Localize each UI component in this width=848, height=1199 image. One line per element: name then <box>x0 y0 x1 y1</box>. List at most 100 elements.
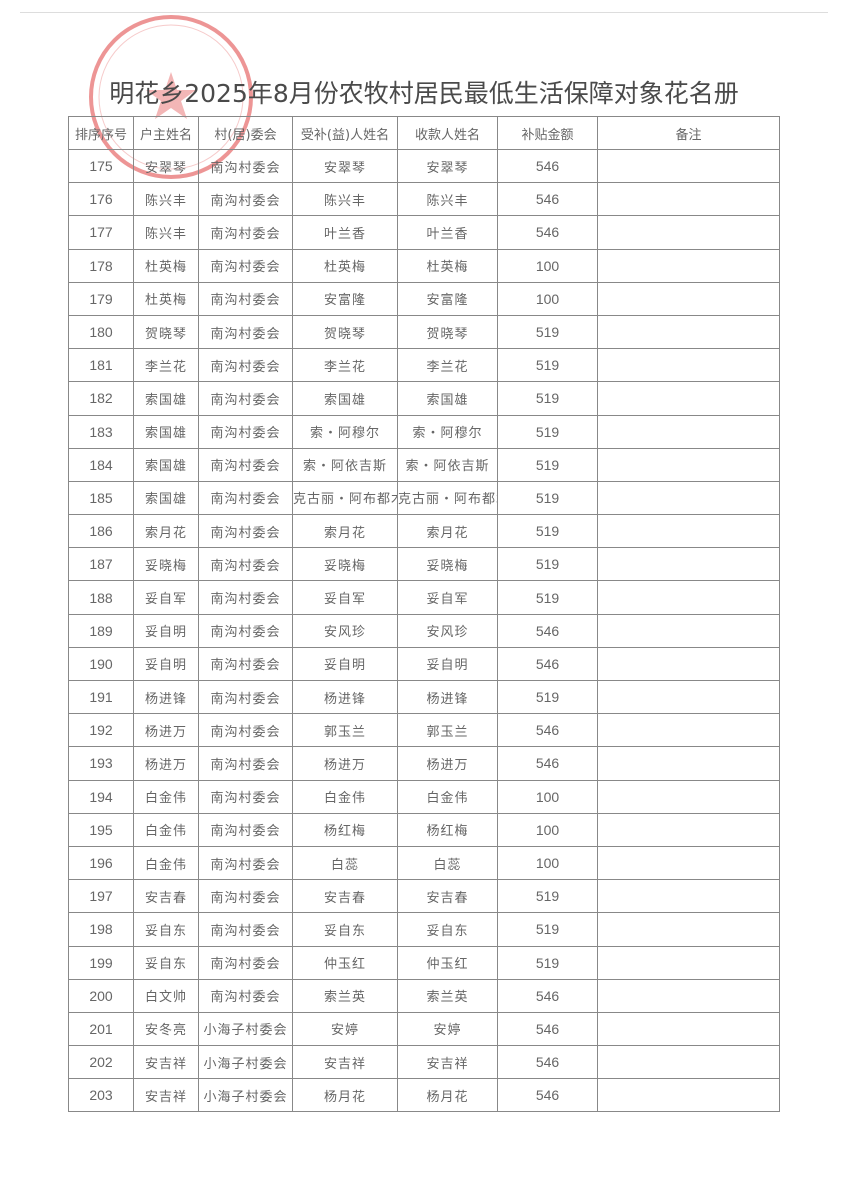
remarks-cell <box>597 148 780 184</box>
table-row: 190 妥自明 南沟村委会 妥自明 妥自明 546 <box>68 646 780 682</box>
remarks-cell <box>597 1011 780 1047</box>
seq-cell: 189 <box>68 613 134 648</box>
household-head-cell: 白金伟 <box>133 779 199 814</box>
seq-cell: 184 <box>68 447 134 482</box>
table-header-row: 排序序号 户主姓名 村(居)委会 受补(益)人姓名 收款人姓名 补贴金额 备注 <box>68 116 780 150</box>
household-head-cell: 安翠琴 <box>133 148 199 184</box>
subsidy-amount-cell: 519 <box>497 945 598 980</box>
table-row: 177 陈兴丰 南沟村委会 叶兰香 叶兰香 546 <box>68 215 780 250</box>
table-row: 183 索国雄 南沟村委会 索・阿穆尔 索・阿穆尔 519 <box>68 414 780 449</box>
household-head-cell: 陈兴丰 <box>133 215 199 250</box>
remarks-cell <box>597 912 780 947</box>
payee-cell: 安吉春 <box>397 879 498 914</box>
household-head-cell: 安吉春 <box>133 879 199 914</box>
household-head-cell: 安吉祥 <box>133 1078 199 1113</box>
header-beneficiary: 受补(益)人姓名 <box>292 116 398 150</box>
seq-cell: 181 <box>68 348 134 383</box>
beneficiary-cell: 安翠琴 <box>292 148 398 184</box>
remarks-cell <box>597 1078 780 1113</box>
beneficiary-cell: 索月花 <box>292 514 398 549</box>
table-row: 186 索月花 南沟村委会 索月花 索月花 519 <box>68 514 780 549</box>
seq-cell: 201 <box>68 1011 134 1047</box>
household-head-cell: 索国雄 <box>133 480 199 516</box>
seq-cell: 198 <box>68 912 134 947</box>
table-row: 201 安冬亮 小海子村委会 安婷 安婷 546 <box>68 1011 780 1047</box>
remarks-cell <box>597 414 780 449</box>
header-seq: 排序序号 <box>68 116 134 150</box>
payee-cell: 安吉祥 <box>397 1045 498 1080</box>
payee-cell: 安婷 <box>397 1011 498 1047</box>
subsidy-amount-cell: 100 <box>497 281 598 316</box>
household-head-cell: 安吉祥 <box>133 1045 199 1080</box>
household-head-cell: 妥自明 <box>133 646 199 682</box>
remarks-cell <box>597 480 780 516</box>
table-row: 175 安翠琴 南沟村委会 安翠琴 安翠琴 546 <box>68 148 780 184</box>
subsidy-amount-cell: 100 <box>497 812 598 847</box>
payee-cell: 安翠琴 <box>397 148 498 184</box>
beneficiary-cell: 妥自军 <box>292 580 398 615</box>
village-committee-cell: 南沟村委会 <box>198 978 293 1013</box>
payee-cell: 索・阿依吉斯 <box>397 447 498 482</box>
village-committee-cell: 南沟村委会 <box>198 281 293 316</box>
remarks-cell <box>597 281 780 316</box>
subsidy-amount-cell: 546 <box>497 746 598 781</box>
table-row: 198 妥自东 南沟村委会 妥自东 妥自东 519 <box>68 912 780 947</box>
beneficiary-cell: 杜英梅 <box>292 248 398 283</box>
payee-cell: 妥自军 <box>397 580 498 615</box>
subsidy-amount-cell: 519 <box>497 381 598 416</box>
payee-cell: 仲玉红 <box>397 945 498 980</box>
payee-cell: 安风珍 <box>397 613 498 648</box>
payee-cell: 白金伟 <box>397 779 498 814</box>
subsidy-amount-cell: 519 <box>497 414 598 449</box>
subsidy-amount-cell: 519 <box>497 348 598 383</box>
remarks-cell <box>597 1045 780 1080</box>
village-committee-cell: 南沟村委会 <box>198 447 293 482</box>
beneficiary-cell: 安富隆 <box>292 281 398 316</box>
beneficiary-cell: 安吉祥 <box>292 1045 398 1080</box>
seq-cell: 188 <box>68 580 134 615</box>
seq-cell: 178 <box>68 248 134 283</box>
table-row: 178 杜英梅 南沟村委会 杜英梅 杜英梅 100 <box>68 248 780 283</box>
village-committee-cell: 南沟村委会 <box>198 414 293 449</box>
subsidy-amount-cell: 519 <box>497 547 598 582</box>
payee-cell: 杜英梅 <box>397 248 498 283</box>
remarks-cell <box>597 945 780 980</box>
household-head-cell: 杜英梅 <box>133 248 199 283</box>
beneficiary-cell: 贺晓琴 <box>292 314 398 350</box>
village-committee-cell: 南沟村委会 <box>198 845 293 881</box>
household-head-cell: 索国雄 <box>133 381 199 416</box>
household-head-cell: 白金伟 <box>133 812 199 847</box>
beneficiary-cell: 安吉春 <box>292 879 398 914</box>
village-committee-cell: 南沟村委会 <box>198 945 293 980</box>
table-row: 195 白金伟 南沟村委会 杨红梅 杨红梅 100 <box>68 812 780 847</box>
household-head-cell: 杨进锋 <box>133 679 199 715</box>
payee-cell: 郭玉兰 <box>397 713 498 748</box>
village-committee-cell: 南沟村委会 <box>198 547 293 582</box>
subsidy-amount-cell: 100 <box>497 248 598 283</box>
beneficiary-cell: 索国雄 <box>292 381 398 416</box>
seq-cell: 203 <box>68 1078 134 1113</box>
remarks-cell <box>597 348 780 383</box>
seq-cell: 180 <box>68 314 134 350</box>
subsidy-amount-cell: 546 <box>497 148 598 184</box>
table-row: 179 杜英梅 南沟村委会 安富隆 安富隆 100 <box>68 281 780 316</box>
village-committee-cell: 南沟村委会 <box>198 148 293 184</box>
remarks-cell <box>597 381 780 416</box>
payee-cell: 杨进万 <box>397 746 498 781</box>
household-head-cell: 妥晓梅 <box>133 547 199 582</box>
header-subsidy-amount: 补贴金额 <box>497 116 598 150</box>
table-row: 199 妥自东 南沟村委会 仲玉红 仲玉红 519 <box>68 945 780 980</box>
village-committee-cell: 南沟村委会 <box>198 879 293 914</box>
remarks-cell <box>597 613 780 648</box>
household-head-cell: 贺晓琴 <box>133 314 199 350</box>
table-row: 187 妥晓梅 南沟村委会 妥晓梅 妥晓梅 519 <box>68 547 780 582</box>
payee-cell: 妥自明 <box>397 646 498 682</box>
seq-cell: 185 <box>68 480 134 516</box>
remarks-cell <box>597 580 780 615</box>
table-row: 181 李兰花 南沟村委会 李兰花 李兰花 519 <box>68 348 780 383</box>
payee-cell: 叶兰香 <box>397 215 498 250</box>
seq-cell: 175 <box>68 148 134 184</box>
village-committee-cell: 南沟村委会 <box>198 779 293 814</box>
beneficiary-cell: 索・阿穆尔 <box>292 414 398 449</box>
subsidy-amount-cell: 546 <box>497 1045 598 1080</box>
